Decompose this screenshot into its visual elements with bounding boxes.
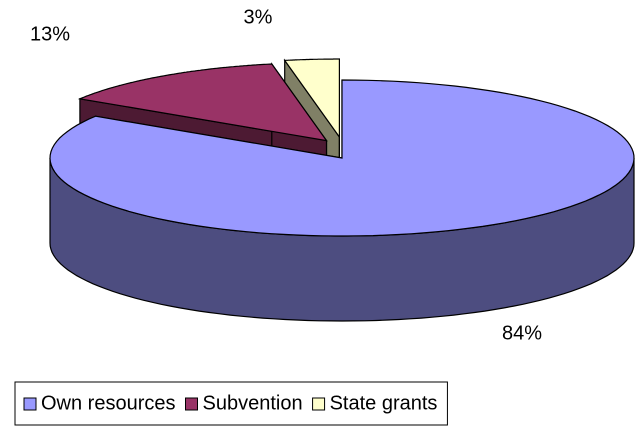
legend-label: Own resources bbox=[41, 392, 176, 414]
data-label: 84% bbox=[502, 322, 542, 344]
data-label: 3% bbox=[244, 6, 273, 28]
legend-swatch bbox=[312, 397, 326, 411]
legend-swatch bbox=[23, 397, 37, 411]
slice-top bbox=[283, 58, 340, 139]
data-label: 13% bbox=[30, 23, 70, 45]
slice-top bbox=[49, 79, 635, 237]
slice-top bbox=[77, 63, 328, 142]
slice bbox=[49, 79, 635, 322]
legend-label: Subvention bbox=[203, 392, 303, 414]
legend-label: State grants bbox=[330, 392, 438, 414]
legend-swatch bbox=[185, 397, 198, 411]
legend bbox=[14, 381, 448, 426]
